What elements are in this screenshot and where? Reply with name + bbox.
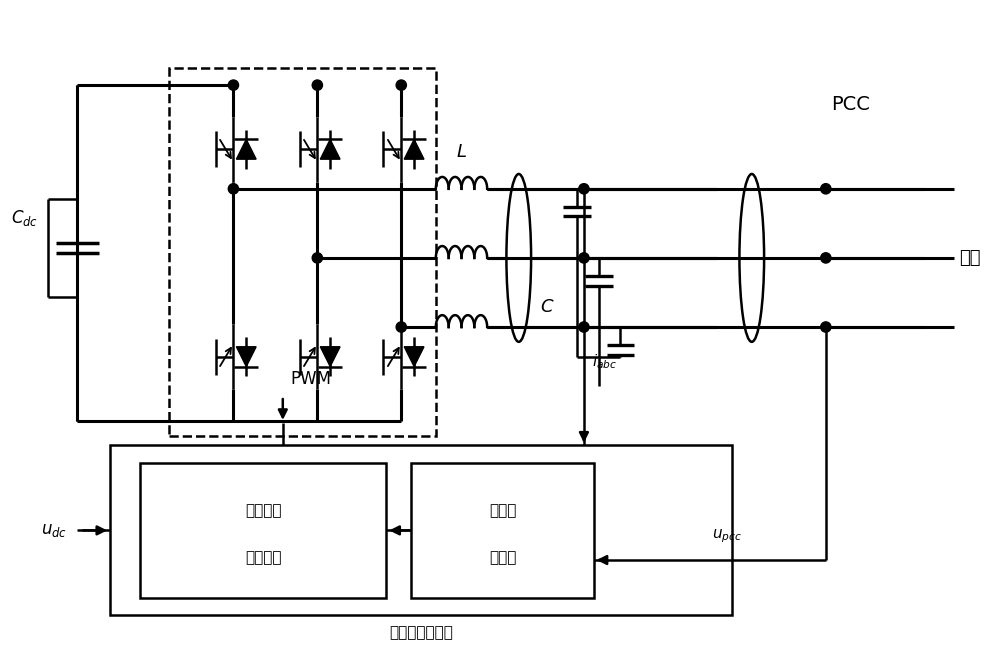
Text: 谐振阻抗控制器: 谐振阻抗控制器 [389,625,453,641]
Circle shape [396,322,406,332]
Circle shape [579,322,589,332]
Circle shape [579,184,589,194]
Text: 谐振检: 谐振检 [489,503,516,518]
Circle shape [312,253,322,263]
Text: $C$: $C$ [540,298,554,316]
Circle shape [821,322,831,332]
Text: 谐振电流: 谐振电流 [245,503,281,518]
Text: $u_{pcc}$: $u_{pcc}$ [712,528,742,545]
Circle shape [579,253,589,263]
Polygon shape [320,347,340,367]
Circle shape [821,184,831,194]
Text: PCC: PCC [831,95,870,114]
Polygon shape [320,139,340,159]
Circle shape [228,184,239,194]
Text: 跟踪模块: 跟踪模块 [245,550,281,565]
Text: $C_{dc}$: $C_{dc}$ [11,208,39,229]
Bar [411,463,594,598]
Ellipse shape [506,174,531,342]
Circle shape [228,80,239,90]
Bar [169,68,436,436]
Text: 电网: 电网 [959,249,981,267]
Circle shape [396,80,406,90]
Ellipse shape [739,174,764,342]
Polygon shape [236,139,256,159]
Polygon shape [404,139,424,159]
Bar [140,463,386,598]
Text: $i_{abc}$: $i_{abc}$ [592,352,617,371]
Circle shape [312,80,322,90]
Polygon shape [404,347,424,367]
Text: PWM: PWM [291,371,332,388]
Bar [110,445,732,616]
Text: $u_{dc}$: $u_{dc}$ [41,522,67,539]
Circle shape [821,253,831,263]
Text: 测模块: 测模块 [489,550,516,565]
Polygon shape [236,347,256,367]
Text: $L$: $L$ [456,143,467,161]
